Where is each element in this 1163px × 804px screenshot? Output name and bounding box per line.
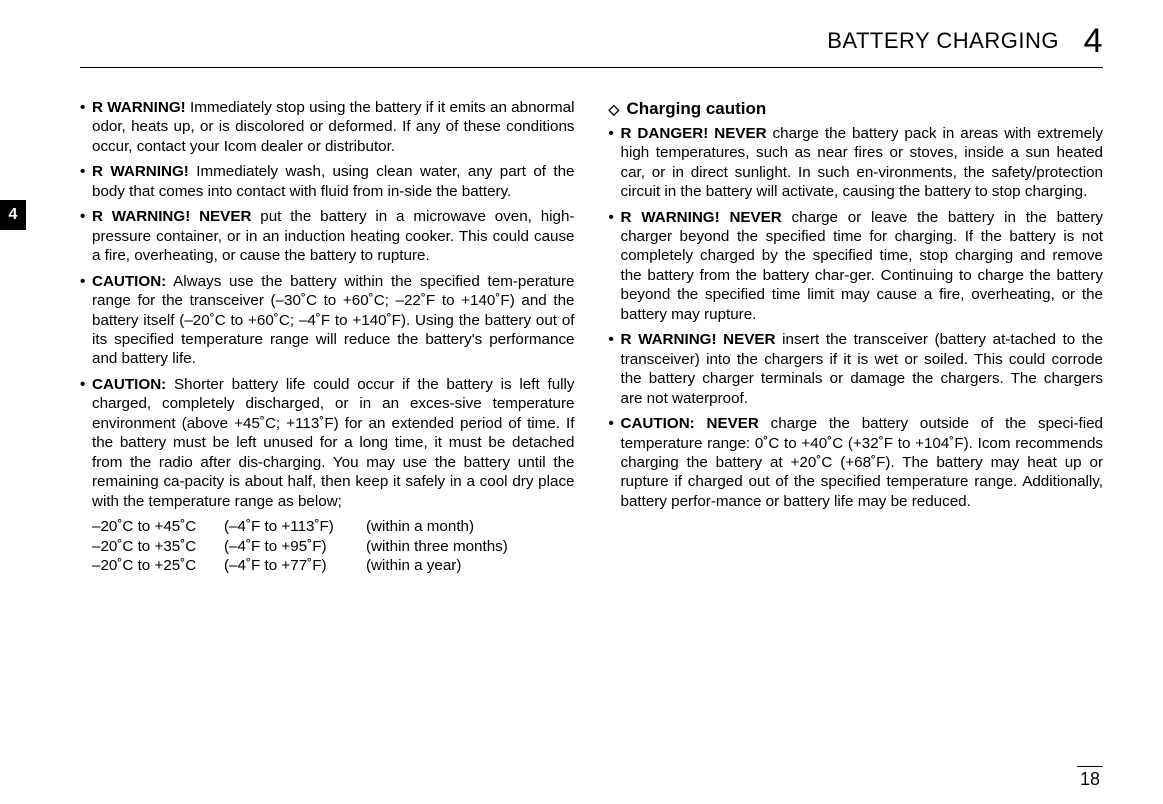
bullet-item: •CAUTION: NEVER charge the battery outsi…: [609, 414, 1104, 511]
temp-cell: (within a year): [366, 556, 575, 575]
bullet-dot: •: [609, 124, 621, 202]
temp-cell: (within a month): [366, 517, 575, 536]
bullet-dot: •: [80, 98, 92, 156]
bullet-item: •R WARNING! Immediately stop using the b…: [80, 98, 575, 156]
bullet-lead: R WARNING! NEVER: [621, 331, 776, 348]
bullet-dot: •: [80, 162, 92, 201]
left-bullets: •R WARNING! Immediately stop using the b…: [80, 98, 575, 511]
bullet-item: •R WARNING! NEVER insert the transceiver…: [609, 330, 1104, 408]
temp-cell: (–4˚F to +95˚F): [224, 537, 366, 556]
bullet-dot: •: [609, 414, 621, 511]
bullet-text: Shorter battery life could occur if the …: [92, 376, 575, 510]
bullet-lead: CAUTION:: [92, 376, 166, 393]
bullet-lead: CAUTION: NEVER: [621, 415, 759, 432]
bullet-item: •R WARNING! NEVER charge or leave the ba…: [609, 208, 1104, 325]
header-title: BATTERY CHARGING: [827, 28, 1059, 54]
right-column: ◇ Charging caution •R DANGER! NEVER char…: [609, 98, 1104, 575]
left-column: •R WARNING! Immediately stop using the b…: [80, 98, 575, 575]
temperature-table: –20˚C to +45˚C(–4˚F to +113˚F)(within a …: [92, 517, 575, 575]
bullet-body: R WARNING! NEVER charge or leave the bat…: [621, 208, 1104, 325]
bullet-body: R WARNING! NEVER insert the transceiver …: [621, 330, 1104, 408]
right-bullets: •R DANGER! NEVER charge the battery pack…: [609, 124, 1104, 512]
manual-page: BATTERY CHARGING 4 4 •R WARNING! Immedia…: [0, 0, 1163, 804]
bullet-body: CAUTION: Always use the battery within t…: [92, 272, 575, 369]
bullet-lead: R DANGER! NEVER: [621, 125, 767, 142]
page-header: BATTERY CHARGING 4: [80, 22, 1103, 68]
bullet-dot: •: [80, 207, 92, 265]
temp-cell: –20˚C to +35˚C: [92, 537, 224, 556]
bullet-dot: •: [80, 272, 92, 369]
bullet-item: •CAUTION: Always use the battery within …: [80, 272, 575, 369]
temp-cell: (–4˚F to +77˚F): [224, 556, 366, 575]
temp-cell: –20˚C to +45˚C: [92, 517, 224, 536]
content-columns: •R WARNING! Immediately stop using the b…: [80, 98, 1103, 575]
charging-caution-heading: ◇ Charging caution: [609, 98, 1104, 120]
side-tab-chapter: 4: [0, 200, 26, 230]
bullet-lead: R WARNING!: [92, 99, 186, 116]
temp-cell: (within three months): [366, 537, 575, 556]
bullet-item: •R DANGER! NEVER charge the battery pack…: [609, 124, 1104, 202]
bullet-lead: R WARNING! NEVER: [621, 209, 782, 226]
temp-row: –20˚C to +25˚C(–4˚F to +77˚F)(within a y…: [92, 556, 575, 575]
subheading-text: Charging caution: [627, 98, 767, 120]
bullet-dot: •: [80, 375, 92, 511]
bullet-dot: •: [609, 208, 621, 325]
temp-row: –20˚C to +35˚C(–4˚F to +95˚F)(within thr…: [92, 537, 575, 556]
bullet-lead: R WARNING!: [92, 163, 189, 180]
bullet-item: •CAUTION: Shorter battery life could occ…: [80, 375, 575, 511]
bullet-body: CAUTION: NEVER charge the battery outsid…: [621, 414, 1104, 511]
temp-row: –20˚C to +45˚C(–4˚F to +113˚F)(within a …: [92, 517, 575, 536]
bullet-body: R DANGER! NEVER charge the battery pack …: [621, 124, 1104, 202]
temp-cell: –20˚C to +25˚C: [92, 556, 224, 575]
header-chapter-number: 4: [1084, 22, 1103, 61]
bullet-item: •R WARNING! Immediately wash, using clea…: [80, 162, 575, 201]
diamond-icon: ◇: [609, 101, 627, 119]
bullet-lead: CAUTION:: [92, 273, 166, 290]
temp-cell: (–4˚F to +113˚F): [224, 517, 366, 536]
page-number: 18: [1077, 766, 1103, 790]
bullet-item: •R WARNING! NEVER put the battery in a m…: [80, 207, 575, 265]
bullet-body: R WARNING! Immediately wash, using clean…: [92, 162, 575, 201]
bullet-lead: R WARNING! NEVER: [92, 208, 251, 225]
bullet-body: R WARNING! Immediately stop using the ba…: [92, 98, 575, 156]
bullet-body: CAUTION: Shorter battery life could occu…: [92, 375, 575, 511]
bullet-dot: •: [609, 330, 621, 408]
bullet-body: R WARNING! NEVER put the battery in a mi…: [92, 207, 575, 265]
